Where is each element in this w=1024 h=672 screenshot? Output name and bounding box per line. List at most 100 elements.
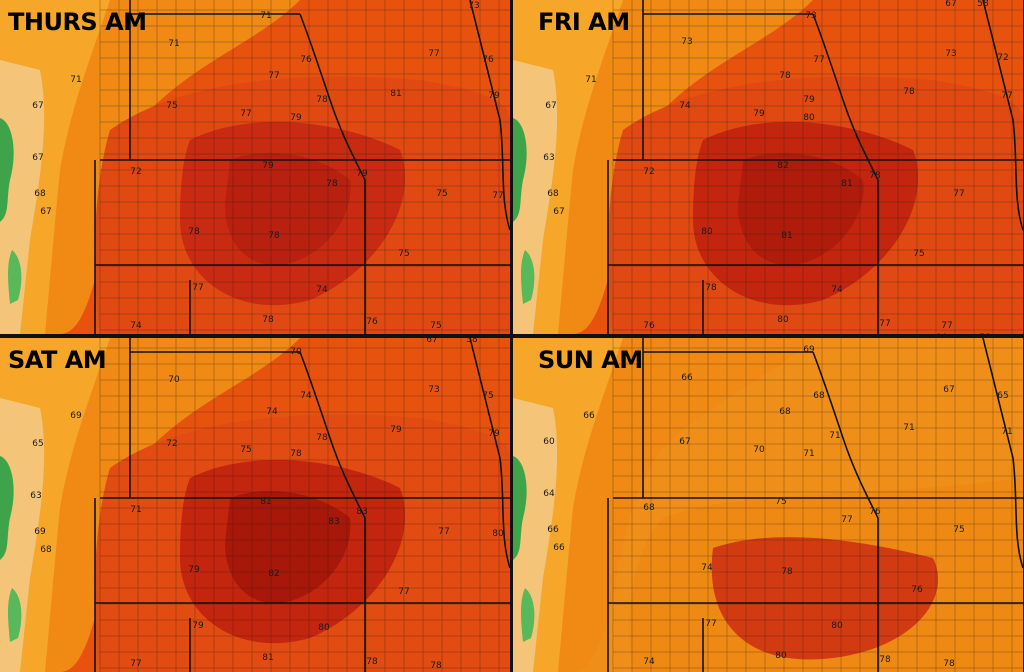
temperature-value: 70 [753, 445, 765, 455]
temperature-value: 79 [488, 429, 500, 439]
temperature-value: 81 [841, 179, 852, 189]
temperature-fill [513, 0, 1023, 334]
temperature-value: 78 [188, 227, 200, 237]
temperature-value: 73 [805, 11, 816, 21]
temperature-value: 75 [953, 525, 964, 535]
temperature-value: 74 [130, 321, 142, 331]
temperature-value: 76 [643, 321, 655, 331]
temperature-value: 79 [188, 565, 200, 575]
temperature-value: 80 [777, 315, 789, 325]
county-borders [99, 338, 510, 672]
county-borders [99, 0, 510, 334]
temperature-value: 79 [803, 95, 815, 105]
temperature-value: 68 [34, 189, 46, 199]
temperature-value: 78 [781, 567, 793, 577]
temperature-value: 73 [428, 385, 439, 395]
temperature-value: 71 [903, 423, 914, 433]
temperature-value: 73 [945, 49, 956, 59]
temperature-value: 76 [366, 317, 378, 327]
temperature-value: 78 [705, 283, 717, 293]
temperature-value: 80 [775, 651, 787, 661]
temperature-value: 79 [390, 425, 402, 435]
temperature-value: 78 [430, 661, 442, 671]
temperature-value: 81 [262, 653, 273, 663]
temperature-value: 68 [643, 503, 655, 513]
temperature-value: 76 [911, 585, 923, 595]
temperature-value: 75 [166, 101, 177, 111]
temperature-value: 74 [701, 563, 713, 573]
temperature-value: 78 [903, 87, 915, 97]
temperature-fill [513, 338, 1023, 672]
temperature-labels: 71 73 71 77 76 76 71 77 81 79 67 75 78 77 79 67 79 72 79 78… [32, 1, 503, 331]
temperature-value: 64 [935, 333, 947, 334]
temperature-value: 69 [803, 345, 815, 355]
temperature-value: 75 [240, 445, 251, 455]
temperature-value: 78 [779, 71, 791, 81]
temperature-value: 80 [831, 621, 843, 631]
county-borders [612, 338, 1023, 672]
temperature-value: 74 [316, 285, 328, 295]
temperature-value: 69 [70, 411, 82, 421]
temperature-value: 77 [398, 587, 409, 597]
state-borders [94, 0, 510, 334]
temperature-value: 77 [879, 319, 890, 329]
temperature-value: 77 [240, 109, 251, 119]
temperature-value: 80 [701, 227, 713, 237]
temperature-value: 78 [366, 657, 378, 667]
temperature-value: 78 [268, 231, 280, 241]
temperature-value: 65 [997, 391, 1008, 401]
temperature-value: 74 [300, 391, 312, 401]
temperature-value: 74 [679, 101, 691, 111]
temperature-value: 68 [779, 407, 791, 417]
panel-title: THURS AM [8, 8, 147, 36]
temperature-value: 77 [492, 191, 503, 201]
temperature-value: 77 [841, 515, 852, 525]
temperature-value: 79 [262, 161, 274, 171]
temperature-value: 83 [328, 517, 339, 527]
temperature-value: 77 [941, 321, 952, 331]
temperature-value: 83 [356, 507, 367, 517]
temperature-value: 79 [356, 169, 368, 179]
temperature-value: 67 [545, 101, 556, 111]
temperature-value: 72 [997, 53, 1008, 63]
temperature-value: 74 [643, 657, 655, 667]
temperature-value: 77 [438, 527, 449, 537]
temperature-fill [0, 0, 510, 334]
panel-title: SAT AM [8, 346, 107, 374]
temperature-value: 77 [268, 71, 279, 81]
temperature-value: 80 [803, 113, 815, 123]
panel-fri-am: 73 67 58 73 77 73 72 71 78 78 79 77 67 74 79 80 63 82 72 81… [513, 0, 1023, 334]
panel-sat-am: 70 67 58 70 73 75 69 74 74 78 79 79 65 72 75 78 63 81 71 83… [0, 338, 510, 672]
temperature-value: 78 [879, 655, 891, 665]
temperature-value: 71 [829, 431, 840, 441]
temperature-value: 81 [390, 89, 401, 99]
temperature-value: 77 [705, 619, 716, 629]
temperature-value: 76 [482, 55, 494, 65]
temperature-value: 58 [979, 333, 991, 334]
temperature-value: 67 [40, 207, 51, 217]
temperature-value: 70 [290, 347, 302, 357]
temperature-value: 65 [32, 439, 43, 449]
temperature-value: 71 [260, 11, 271, 21]
temperature-value: 73 [681, 37, 692, 47]
panel-sun-am: 69 66 67 65 66 68 68 71 71 71 60 67 70 71 64 75 68 77 76 66… [513, 338, 1023, 672]
temperature-value: 78 [316, 95, 328, 105]
temperature-fill [0, 338, 510, 672]
temperature-value: 75 [913, 249, 924, 259]
temperature-value: 81 [781, 231, 792, 241]
temperature-labels: 73 67 58 73 77 73 72 71 78 78 79 77 67 74 79 80 63 82 72 81… [543, 0, 1012, 334]
temperature-value: 80 [492, 529, 504, 539]
temperature-value: 82 [268, 569, 279, 579]
temperature-value: 76 [300, 55, 312, 65]
temperature-value: 79 [753, 109, 765, 119]
temperature-value: 67 [943, 385, 954, 395]
temperature-value: 78 [290, 449, 302, 459]
temperature-value: 67 [553, 207, 564, 217]
temperature-value: 67 [32, 153, 43, 163]
temperature-value: 77 [813, 55, 824, 65]
county-borders [612, 0, 1023, 334]
temperature-value: 72 [130, 167, 141, 177]
temperature-value: 78 [316, 433, 328, 443]
temperature-value: 71 [803, 449, 814, 459]
panel-title: SUN AM [538, 346, 643, 374]
